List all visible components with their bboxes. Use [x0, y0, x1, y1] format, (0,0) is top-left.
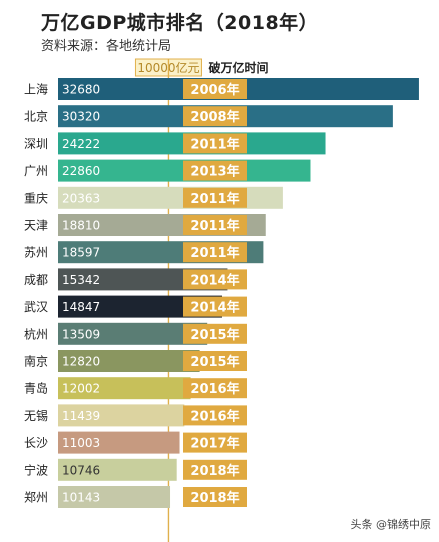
value-label: 11439 — [62, 409, 100, 423]
year-label: 2014年 — [190, 300, 239, 316]
city-label: 广州 — [24, 164, 48, 178]
city-label: 上海 — [24, 82, 48, 97]
value-label: 10746 — [62, 463, 100, 477]
year-box — [183, 323, 247, 344]
year-box — [183, 351, 247, 371]
city-label: 重庆 — [24, 191, 48, 205]
value-label: 32680 — [62, 83, 100, 97]
value-label: 24222 — [62, 137, 100, 151]
year-box — [183, 106, 247, 127]
bar — [58, 458, 177, 481]
value-label: 30320 — [62, 110, 100, 124]
year-box — [183, 269, 247, 290]
year-label: 2011年 — [190, 245, 239, 261]
year-box — [183, 378, 247, 399]
year-box — [183, 242, 247, 263]
year-label: 2011年 — [190, 136, 239, 152]
year-box — [183, 160, 247, 181]
chart-source: 资料来源：各地统计局 — [41, 39, 172, 54]
city-label: 成都 — [24, 273, 48, 287]
watermark: 头条 @锦绣中原 — [350, 518, 432, 531]
city-label: 天津 — [24, 219, 48, 233]
value-label: 15342 — [62, 273, 100, 287]
bar — [58, 295, 222, 318]
bar — [58, 486, 171, 508]
year-box — [183, 187, 247, 208]
year-box — [183, 487, 247, 507]
year-box — [183, 133, 247, 154]
year-label: 2017年 — [190, 436, 239, 452]
value-label: 18810 — [62, 219, 100, 233]
city-label: 杭州 — [24, 326, 48, 341]
year-label: 2011年 — [190, 191, 239, 207]
city-label: 郑州 — [24, 490, 48, 505]
bar — [58, 377, 191, 400]
city-label: 青岛 — [24, 381, 48, 396]
year-label: 2018年 — [190, 490, 239, 506]
year-label: 2018年 — [190, 463, 239, 479]
year-label: 2011年 — [190, 218, 239, 234]
value-label: 10143 — [62, 491, 100, 505]
city-label: 无锡 — [24, 408, 48, 423]
year-box — [183, 432, 247, 453]
city-label: 武汉 — [24, 300, 48, 314]
time-column-label: 破万亿时间 — [208, 60, 268, 75]
year-label: 2015年 — [190, 327, 239, 343]
bar — [58, 350, 200, 372]
city-label: 长沙 — [24, 436, 48, 450]
year-box — [183, 79, 247, 99]
bar — [58, 322, 208, 345]
year-label: 2016年 — [190, 381, 239, 397]
bar — [58, 431, 180, 454]
value-label: 12002 — [62, 382, 100, 396]
year-box — [183, 405, 247, 426]
value-label: 13509 — [62, 327, 100, 341]
value-label: 12820 — [62, 355, 100, 369]
value-label: 22860 — [62, 164, 100, 178]
year-label: 2013年 — [190, 164, 239, 180]
city-label: 南京 — [24, 354, 48, 369]
year-label: 2008年 — [190, 109, 239, 125]
year-label: 2016年 — [190, 408, 239, 424]
value-label: 20363 — [62, 191, 100, 205]
value-label: 14847 — [62, 300, 100, 314]
city-label: 北京 — [24, 110, 48, 124]
value-label: 11003 — [62, 436, 100, 450]
city-label: 苏州 — [24, 246, 48, 260]
year-label: 2006年 — [190, 82, 239, 98]
chart-title: 万亿GDP城市排名（2018年） — [41, 12, 319, 34]
year-box — [183, 459, 247, 480]
year-box — [183, 296, 247, 317]
city-label: 深圳 — [24, 137, 48, 151]
year-label: 2015年 — [190, 354, 239, 370]
city-label: 宁波 — [24, 462, 48, 477]
value-label: 18597 — [62, 246, 100, 260]
bar — [58, 404, 185, 427]
year-box — [183, 215, 247, 235]
year-label: 2014年 — [190, 272, 239, 288]
